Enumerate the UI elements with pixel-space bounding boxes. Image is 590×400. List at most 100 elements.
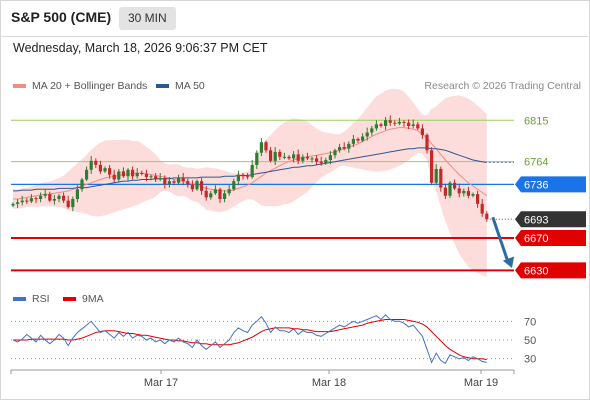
price-tag-bg	[515, 176, 586, 193]
candle-body	[476, 194, 480, 204]
candle-body	[218, 189, 222, 199]
ma9-line	[13, 319, 487, 361]
candle-body	[177, 177, 181, 183]
ma50-legend-swatch	[156, 84, 169, 88]
candle-body	[397, 121, 401, 124]
candle-body	[356, 138, 360, 141]
candle-body	[324, 160, 328, 164]
price-tag-6693: 6693	[515, 211, 586, 228]
forecast-arrow-head	[502, 256, 515, 268]
candle-body	[374, 124, 378, 129]
candle-body	[246, 176, 250, 178]
candle-body	[223, 193, 227, 199]
candle-body	[278, 151, 282, 157]
candle-body	[57, 195, 61, 199]
price-tag-6736: 6736	[515, 176, 586, 193]
candle-body	[411, 124, 415, 126]
candle-body	[71, 198, 75, 208]
candle-body	[85, 169, 89, 180]
candle-body	[264, 142, 268, 151]
price-tag-label: 6670	[524, 233, 548, 245]
rsi-line	[12, 314, 487, 364]
candle-body	[34, 198, 38, 200]
candle-body	[379, 124, 383, 126]
candle-body	[333, 150, 337, 156]
candle-body	[66, 200, 70, 208]
candle-body	[305, 156, 309, 159]
candle-body	[149, 176, 153, 178]
rsi-legend-label: RSI	[32, 293, 50, 305]
candle-body	[462, 190, 466, 194]
candle-body	[121, 171, 125, 177]
candle-body	[296, 154, 300, 161]
candle-body	[195, 181, 199, 190]
price-tag-bg	[515, 229, 586, 246]
candle-body	[292, 154, 296, 159]
ma9-legend-swatch	[63, 297, 76, 301]
candle-body	[80, 179, 84, 190]
candle-body	[117, 171, 121, 180]
candle-body	[98, 164, 102, 172]
candle-body	[319, 161, 323, 164]
x-axis-label: Mar 17	[144, 377, 178, 389]
candle-body	[351, 138, 355, 144]
candle-body	[29, 198, 33, 202]
candle-body	[457, 188, 461, 194]
candle-body	[448, 182, 452, 196]
candle-body	[227, 189, 231, 194]
candle-body	[282, 156, 286, 158]
rsi-legend-swatch	[13, 297, 26, 301]
candle-body	[361, 136, 365, 141]
timeframe-button[interactable]: 30 MIN	[119, 7, 176, 30]
x-axis-label: Mar 19	[464, 377, 498, 389]
candle-body	[39, 195, 43, 199]
candle-body	[480, 203, 484, 214]
candle-body	[213, 189, 217, 194]
candle-body	[20, 200, 24, 203]
candle-body	[466, 190, 470, 196]
candle-body	[269, 150, 273, 161]
candle-body	[338, 147, 342, 151]
ma9-legend-item: 9MA	[63, 293, 104, 305]
candle-body	[287, 156, 291, 159]
instrument-title: S&P 500 (CME)	[11, 9, 112, 25]
ma20-legend-item: MA 20 + Bollinger Bands	[13, 80, 147, 92]
candle-body	[190, 184, 194, 190]
candle-body	[144, 173, 148, 178]
ma50-legend-item: MA 50	[156, 80, 205, 92]
candle-body	[94, 160, 98, 165]
price-tag-label: 6630	[524, 265, 548, 277]
candle-body	[328, 155, 332, 161]
candle-body	[259, 142, 263, 153]
candle-body	[471, 194, 475, 196]
candle-body	[402, 121, 406, 123]
candle-body	[108, 168, 112, 175]
candle-body	[434, 168, 438, 183]
candle-body	[52, 198, 56, 201]
candle-body	[365, 132, 369, 137]
rsi-level-label-70: 70	[524, 316, 536, 328]
candle-body	[48, 194, 52, 201]
ma50-legend-label: MA 50	[175, 80, 205, 92]
candle-body	[16, 202, 20, 204]
candle-body	[425, 134, 429, 151]
rsi-level-label-30: 30	[524, 354, 536, 366]
x-axis-label: Mar 18	[312, 377, 346, 389]
forecast-arrow	[491, 216, 510, 263]
ma50-line	[13, 147, 487, 192]
price-tag-6670: 6670	[515, 229, 586, 246]
candle-body	[315, 158, 319, 162]
price-tag-bg	[515, 262, 586, 279]
candle-body	[273, 151, 277, 161]
bollinger-band	[13, 88, 487, 278]
header-divider	[0, 36, 588, 37]
candle-body	[181, 177, 185, 182]
ma20-line	[13, 127, 488, 200]
candle-body	[430, 150, 434, 183]
candle-body	[388, 120, 392, 123]
rsi-legend-item: RSI	[13, 293, 50, 305]
candle-body	[172, 181, 176, 183]
candle-body	[158, 177, 162, 180]
candle-body	[204, 190, 208, 198]
